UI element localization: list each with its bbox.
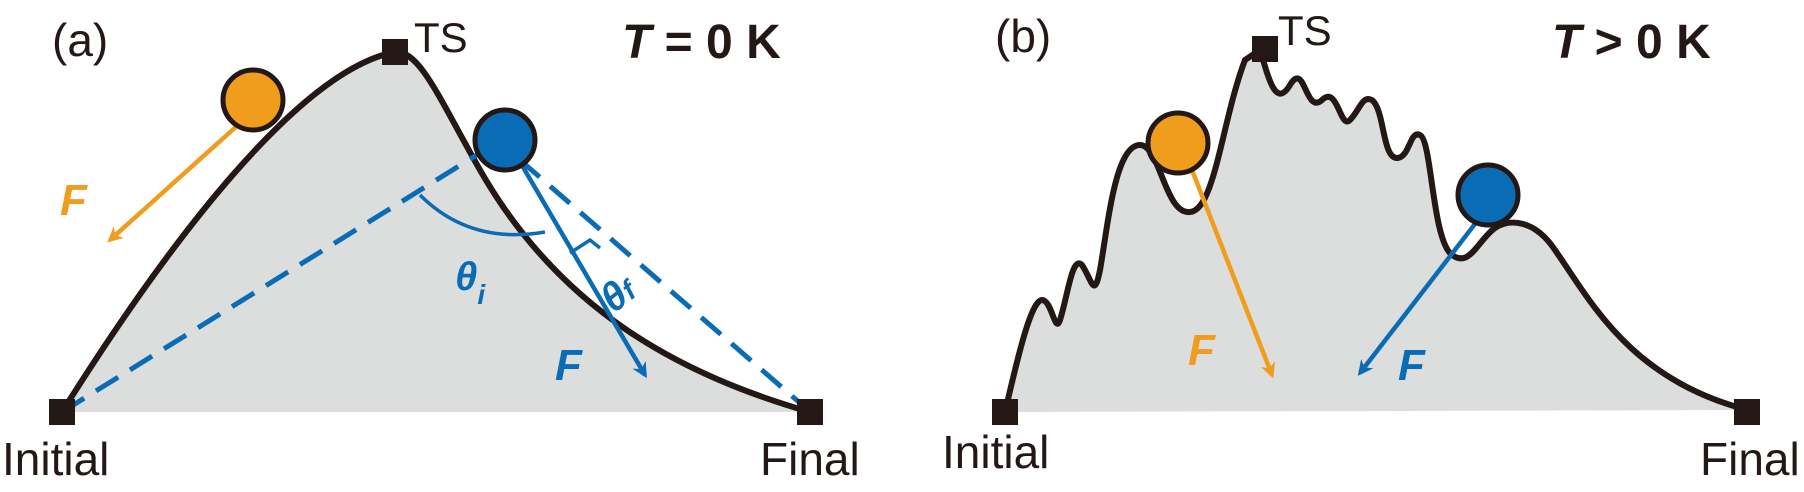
panel-b-final-marker [1734, 399, 1760, 425]
panel-a-theta-i-arc [418, 193, 546, 237]
panel-b-blue-ball [1455, 162, 1521, 228]
panel-b-energy-curve [1002, 45, 1749, 413]
panel-a-theta-f-arc [569, 237, 602, 255]
panel-a-final-marker [797, 399, 823, 425]
panel-a-blue-force-label: F [555, 341, 583, 390]
panel-a-condition: T = 0 K [622, 16, 781, 69]
panel-b-orange-force-arrow [1189, 169, 1275, 379]
panel-b-final-label: Final [1700, 433, 1800, 485]
panel-b-blue-force-arrow [1357, 218, 1480, 376]
panel-b-ts-label: TS [1278, 7, 1332, 54]
panel-a-tag: (a) [52, 14, 108, 66]
panel-b: (b) TS T > 0 K Initial Final F F [942, 7, 1800, 485]
panel-b-condition: T > 0 K [1552, 16, 1711, 69]
panel-a: (a) TS T = 0 K Initial Final F F θi θf [2, 14, 860, 485]
panel-a-energy-curve [59, 49, 811, 415]
panel-b-tag: (b) [995, 10, 1051, 62]
panel-a-theta-i-label: θi [455, 255, 486, 310]
panel-a-orange-force-label: F [60, 176, 88, 225]
panel-a-orange-force-arrow [107, 123, 240, 243]
panel-a-dashed-initial-line [60, 150, 482, 415]
panel-b-orange-force-label: F [1188, 326, 1216, 375]
panel-b-landscape-fill [1005, 50, 1748, 412]
panel-b-blue-force-label: F [1398, 341, 1426, 390]
panel-a-blue-force-arrow [518, 160, 647, 379]
panel-a-final-label: Final [760, 433, 860, 485]
panel-b-initial-marker [992, 399, 1018, 425]
panel-a-dashed-final-line [518, 158, 810, 412]
panel-b-initial-label: Initial [942, 426, 1049, 478]
panel-a-ts-label: TS [414, 14, 468, 61]
panel-a-blue-ball [472, 107, 538, 173]
panel-a-initial-label: Initial [2, 433, 109, 485]
panel-a-landscape-fill [62, 51, 810, 412]
panel-a-initial-marker [49, 399, 75, 425]
panel-a-orange-ball [220, 67, 286, 133]
panel-b-ts-marker [1252, 36, 1278, 62]
panel-a-ts-marker [382, 39, 408, 65]
panel-b-orange-ball [1145, 110, 1211, 176]
